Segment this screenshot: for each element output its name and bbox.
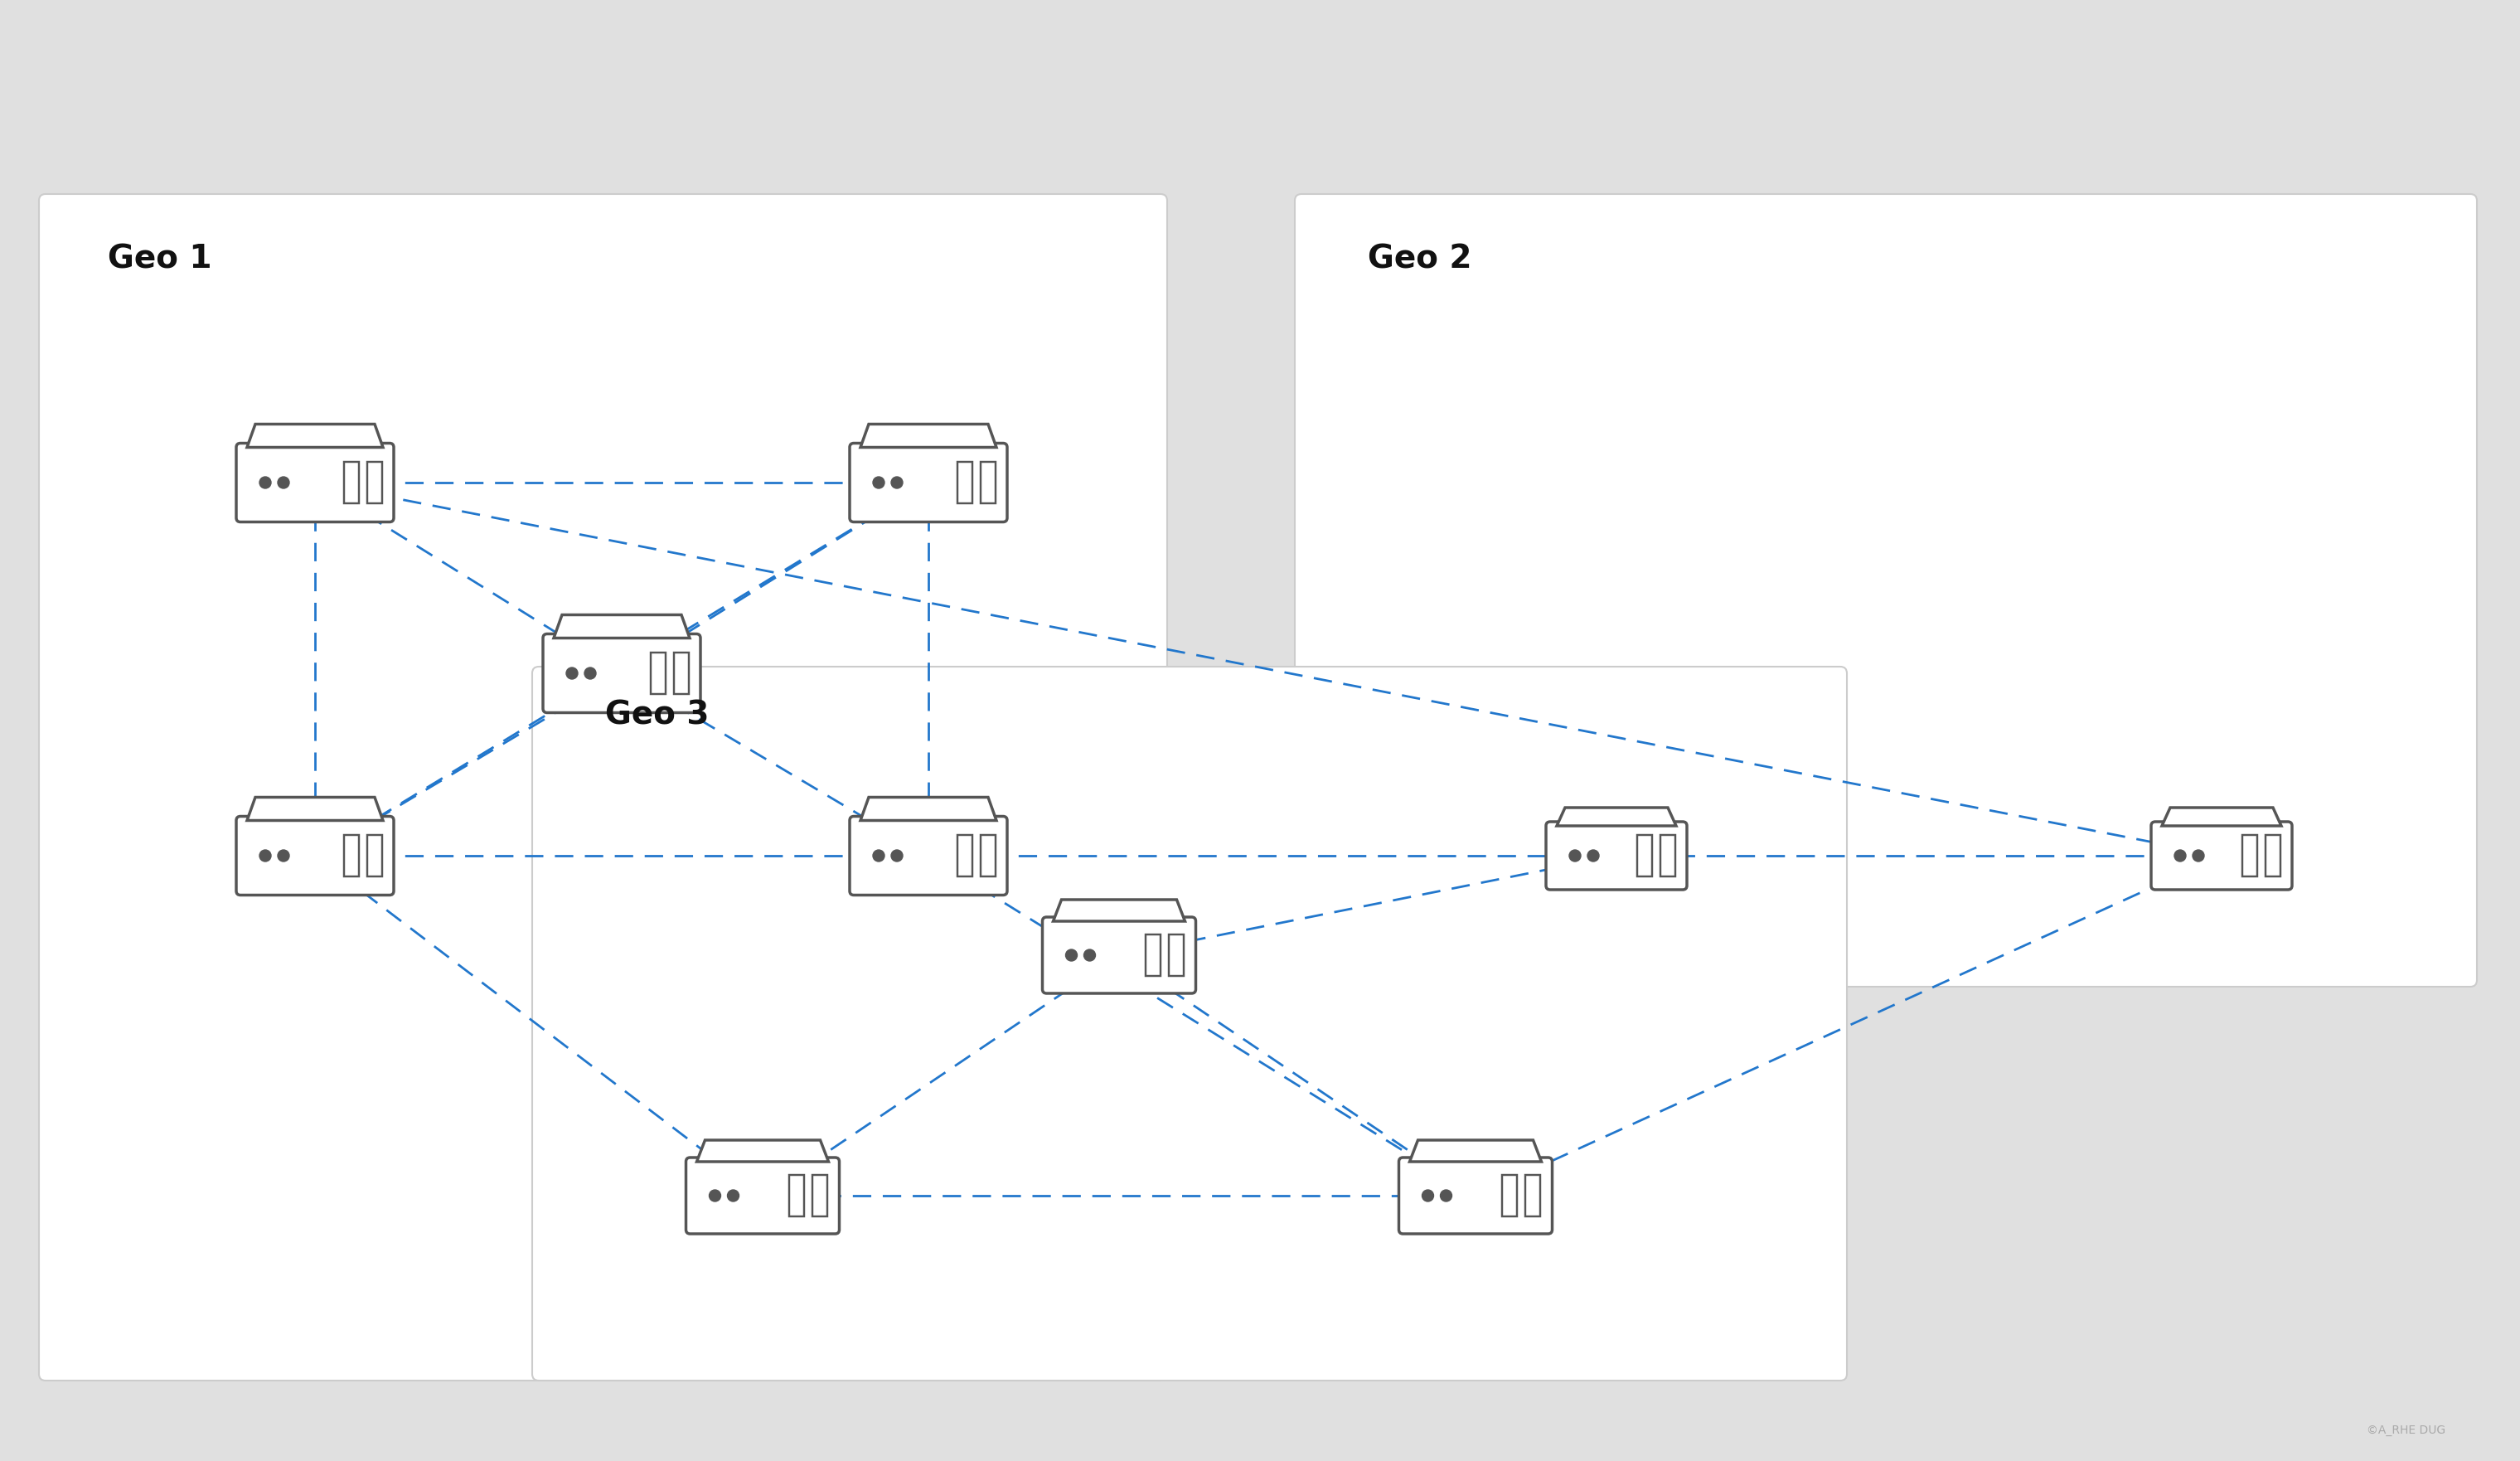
- FancyBboxPatch shape: [1545, 821, 1686, 890]
- Circle shape: [708, 1189, 721, 1201]
- FancyBboxPatch shape: [1399, 1157, 1552, 1233]
- Circle shape: [277, 850, 290, 862]
- Circle shape: [277, 476, 290, 488]
- Polygon shape: [1409, 1140, 1542, 1161]
- Bar: [1147, 935, 1162, 976]
- Bar: [814, 1175, 827, 1217]
- Circle shape: [728, 1189, 738, 1201]
- FancyBboxPatch shape: [542, 634, 701, 713]
- Polygon shape: [247, 424, 383, 447]
- Circle shape: [892, 850, 902, 862]
- Bar: [1661, 836, 1676, 877]
- Bar: [650, 653, 665, 694]
- Circle shape: [1588, 850, 1600, 862]
- Bar: [1169, 935, 1184, 976]
- Circle shape: [1570, 850, 1580, 862]
- Polygon shape: [859, 798, 995, 821]
- Bar: [1525, 1175, 1540, 1217]
- Polygon shape: [859, 424, 995, 447]
- Circle shape: [1421, 1189, 1434, 1201]
- Circle shape: [1066, 950, 1076, 961]
- Circle shape: [872, 476, 885, 488]
- Bar: [2243, 836, 2258, 877]
- Circle shape: [260, 850, 272, 862]
- Bar: [345, 462, 358, 503]
- Circle shape: [2175, 850, 2185, 862]
- FancyBboxPatch shape: [532, 666, 1847, 1381]
- Polygon shape: [2162, 808, 2281, 825]
- FancyBboxPatch shape: [2152, 821, 2293, 890]
- Circle shape: [260, 476, 272, 488]
- Bar: [958, 462, 973, 503]
- Bar: [2265, 836, 2281, 877]
- Text: Geo 1: Geo 1: [108, 244, 212, 275]
- FancyBboxPatch shape: [237, 817, 393, 896]
- Circle shape: [1084, 950, 1096, 961]
- FancyBboxPatch shape: [1295, 194, 2477, 986]
- Polygon shape: [1557, 808, 1676, 825]
- Bar: [1502, 1175, 1517, 1217]
- Circle shape: [2192, 850, 2205, 862]
- Text: Geo 3: Geo 3: [605, 700, 708, 732]
- Bar: [980, 462, 995, 503]
- Circle shape: [892, 476, 902, 488]
- FancyBboxPatch shape: [237, 443, 393, 522]
- Text: ©A_RHE DUG: ©A_RHE DUG: [2366, 1424, 2444, 1436]
- FancyBboxPatch shape: [1043, 918, 1197, 993]
- Circle shape: [585, 668, 597, 679]
- Polygon shape: [554, 615, 690, 638]
- FancyBboxPatch shape: [38, 194, 1167, 1381]
- Polygon shape: [247, 798, 383, 821]
- Bar: [673, 653, 688, 694]
- FancyBboxPatch shape: [849, 817, 1008, 896]
- Circle shape: [567, 668, 577, 679]
- Text: Geo 2: Geo 2: [1368, 244, 1472, 275]
- Bar: [789, 1175, 804, 1217]
- Bar: [958, 836, 973, 877]
- Bar: [368, 836, 383, 877]
- Bar: [345, 836, 358, 877]
- Circle shape: [1441, 1189, 1452, 1201]
- Polygon shape: [1053, 900, 1184, 922]
- Bar: [980, 836, 995, 877]
- FancyBboxPatch shape: [849, 443, 1008, 522]
- FancyBboxPatch shape: [685, 1157, 839, 1233]
- Bar: [368, 462, 383, 503]
- Circle shape: [872, 850, 885, 862]
- Bar: [1638, 836, 1653, 877]
- Polygon shape: [696, 1140, 829, 1161]
